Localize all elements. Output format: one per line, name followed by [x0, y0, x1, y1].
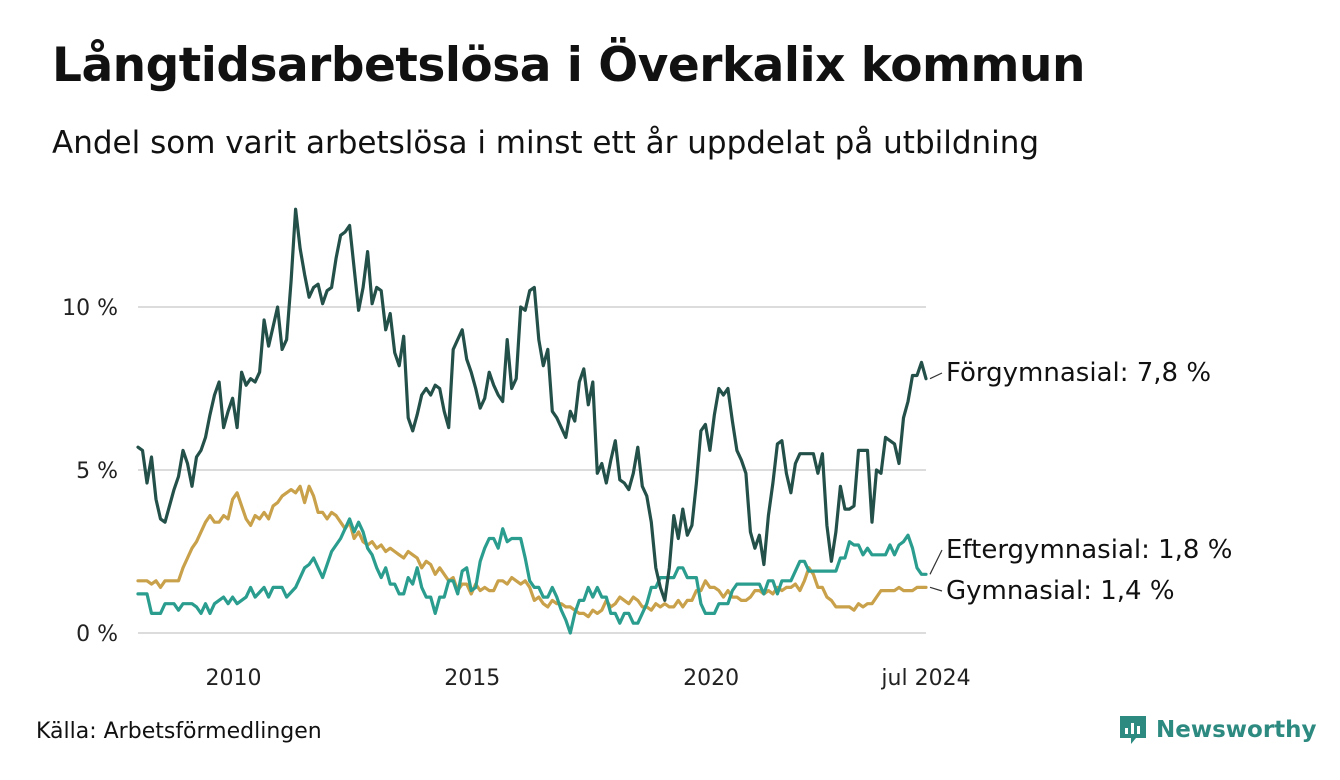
chart-subtitle: Andel som varit arbetslösa i minst ett å…	[52, 125, 1040, 161]
series-line-eftergymnasial	[136, 517, 928, 635]
leader-line-eftergymnasial	[929, 549, 943, 575]
brand-logo: Newsworthy	[1118, 714, 1317, 746]
x-tick-label: 2010	[206, 666, 262, 691]
y-tick-label: 5 %	[76, 459, 118, 484]
leader-line-förgymnasial	[929, 372, 943, 380]
series-end-label: Förgymnasial: 7,8 %	[946, 358, 1211, 388]
x-tick-label: 2015	[444, 666, 500, 691]
brand-name: Newsworthy	[1156, 717, 1317, 743]
newsworthy-logo-icon	[1120, 716, 1146, 744]
source-note: Källa: Arbetsförmedlingen	[36, 719, 322, 744]
x-tick-label: 2020	[683, 666, 739, 691]
series-line-gymnasial	[136, 484, 928, 619]
series-end-label: Gymnasial: 1,4 %	[946, 576, 1175, 606]
chart-title: Långtidsarbetslösa i Överkalix kommun	[52, 38, 1085, 93]
x-tick-label: jul 2024	[880, 666, 970, 691]
series-line-förgymnasial	[136, 207, 928, 602]
y-tick-label: 10 %	[62, 296, 118, 321]
y-tick-label: 0 %	[76, 622, 118, 647]
series-end-label: Eftergymnasial: 1,8 %	[946, 535, 1232, 565]
leader-line-gymnasial	[929, 586, 943, 592]
